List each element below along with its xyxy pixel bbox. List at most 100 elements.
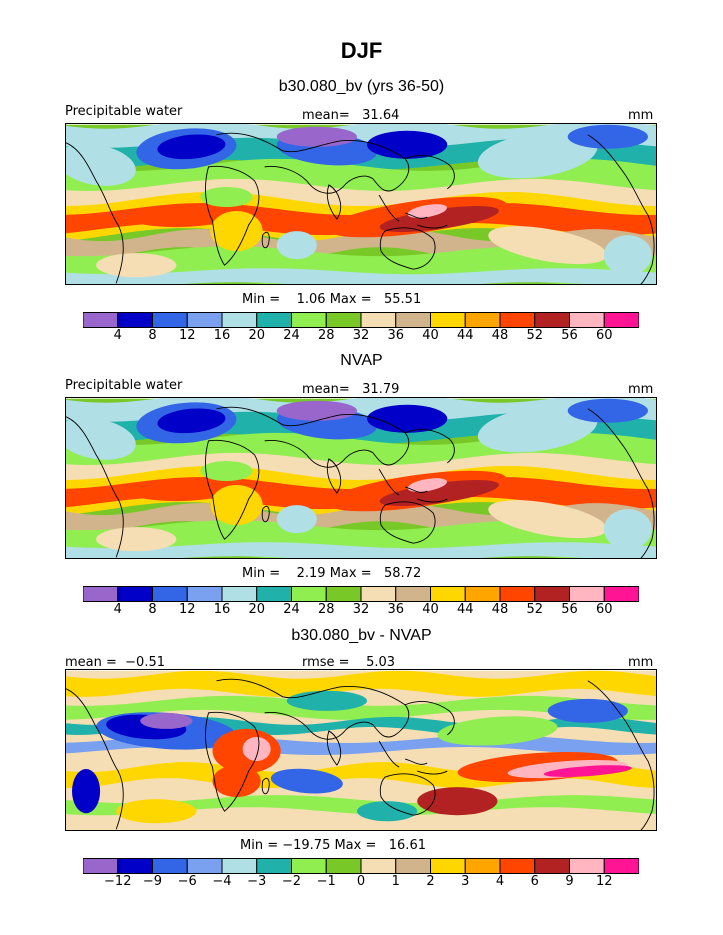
- colorbar-tick-label: 9: [565, 874, 574, 889]
- colorbar-bin-2: [152, 312, 188, 328]
- colorbar-tick-label: 48: [491, 328, 509, 343]
- colorbar-tick-label: 3: [461, 874, 470, 889]
- colorbar-tick-label: 24: [283, 602, 300, 617]
- colorbar-tick-label: 32: [352, 602, 370, 617]
- colorbar-tick-label: −3: [247, 874, 267, 889]
- colorbar-tick-label: 28: [317, 328, 335, 343]
- colorbar-bin-4: [221, 586, 258, 602]
- colorbar-bin-3: [186, 586, 223, 602]
- colorbar-tick-label: 20: [248, 328, 266, 343]
- colorbar-tick-label: 16: [213, 602, 231, 617]
- colorbar-bin-4: [221, 312, 258, 328]
- panel-2-variable-label: Precipitable water: [65, 378, 183, 393]
- colorbar-tick-label: 56: [561, 602, 578, 617]
- colorbar-bin-0: [83, 586, 119, 602]
- panel-3-title: b30.080_bv - NVAP: [291, 627, 432, 644]
- panel-3-colorbar-svg: [83, 858, 639, 874]
- colorbar-bin-8: [360, 858, 397, 874]
- colorbar-tick-label: 48: [491, 602, 509, 617]
- colorbar-bin-10: [430, 858, 466, 874]
- colorbar-bin-1: [117, 858, 153, 874]
- colorbar-bin-9: [395, 312, 431, 328]
- colorbar-bin-12: [499, 586, 536, 602]
- colorbar-bin-8: [360, 312, 397, 328]
- colorbar-bin-1: [117, 586, 153, 602]
- panel-2-title: NVAP: [340, 352, 383, 369]
- panel-3-colorbar-ticks: −12 −9 −6 −4 −3 −2 −1 0 1 2 3 4 6 9 12: [83, 874, 639, 892]
- colorbar-bin-2: [152, 858, 188, 874]
- panel-1-map: [65, 123, 657, 285]
- colorbar-bin-11: [464, 858, 501, 874]
- colorbar-tick-label: 0: [356, 874, 366, 889]
- panel-3-colorbar: [83, 858, 639, 874]
- colorbar-bin-13: [534, 312, 570, 328]
- colorbar-bin-3: [186, 312, 223, 328]
- colorbar-tick-label: −12: [104, 874, 132, 889]
- panel-3-minmax-label: Min = −19.75 Max = 16.61: [240, 838, 426, 853]
- colorbar-bin-8: [360, 586, 397, 602]
- colorbar-bin-9: [395, 858, 431, 874]
- colorbar-tick-label: 44: [456, 328, 474, 343]
- map-field: [66, 124, 656, 284]
- panel-3-map-svg: [66, 670, 656, 830]
- colorbar-bin-6: [291, 858, 327, 874]
- colorbar-bin-7: [325, 586, 362, 602]
- colorbar-bin-15: [603, 586, 639, 602]
- colorbar-tick-label: 16: [213, 328, 231, 343]
- colorbar-tick-label: 60: [595, 602, 613, 617]
- colorbar-tick-label: 36: [387, 602, 405, 617]
- panel-3-map: [65, 669, 657, 831]
- panel-1-colorbar-ticks: 4 8 12 16 20 24 28 32 36 40 44 48 52 56 60: [83, 328, 639, 346]
- panel-2-mean-label: mean= 31.79: [302, 382, 400, 397]
- colorbar-bin-11: [464, 312, 501, 328]
- colorbar-tick-label: 44: [456, 602, 474, 617]
- colorbar-bin-1: [117, 312, 153, 328]
- panel-2-colorbar: [83, 586, 639, 602]
- colorbar-tick-label: 20: [248, 602, 266, 617]
- colorbar-tick-label: 40: [422, 328, 439, 343]
- colorbar-tick-label: 6: [530, 874, 539, 889]
- colorbar-tick-label: 52: [526, 328, 544, 343]
- colorbar-tick-label: −9: [142, 874, 163, 889]
- colorbar-bin-5: [256, 586, 292, 602]
- panel-2-map: [65, 397, 657, 559]
- panel-1-colorbar: [83, 312, 639, 328]
- colorbar-bin-13: [534, 858, 570, 874]
- colorbar-tick-label: 4: [495, 874, 505, 889]
- colorbar-tick-label: −4: [212, 874, 232, 889]
- panel-1-colorbar-svg: [83, 312, 639, 328]
- panel-2-units-label: mm: [628, 382, 654, 397]
- panel-2-colorbar-svg: [83, 586, 639, 602]
- map-field: [66, 398, 656, 558]
- colorbar-tick-label: 8: [148, 602, 157, 617]
- colorbar-tick-label: 4: [113, 328, 122, 343]
- colorbar-tick-label: 60: [595, 328, 613, 343]
- colorbar-tick-label: 56: [561, 328, 578, 343]
- colorbar-tick-label: −2: [281, 874, 302, 889]
- colorbar-bin-6: [291, 312, 327, 328]
- colorbar-bin-14: [569, 312, 605, 328]
- colorbar-bin-7: [325, 312, 362, 328]
- colorbar-tick-label: 24: [283, 328, 300, 343]
- colorbar-tick-label: 12: [595, 874, 613, 889]
- colorbar-tick-label: 28: [317, 602, 335, 617]
- colorbar-tick-label: 2: [426, 874, 435, 889]
- colorbar-bin-7: [325, 858, 362, 874]
- colorbar-bin-14: [569, 586, 605, 602]
- colorbar-bin-0: [83, 858, 119, 874]
- colorbar-bin-15: [603, 858, 639, 874]
- colorbar-bin-4: [221, 858, 258, 874]
- colorbar-tick-label: 1: [391, 874, 400, 889]
- colorbar-bin-5: [256, 312, 292, 328]
- colorbar-bin-12: [499, 858, 536, 874]
- colorbar-bin-11: [464, 586, 501, 602]
- colorbar-tick-label: 4: [113, 602, 122, 617]
- colorbar-bin-6: [291, 586, 327, 602]
- panel-2-minmax-label: Min = 2.19 Max = 58.72: [242, 566, 422, 581]
- panel-1-minmax-label: Min = 1.06 Max = 55.51: [242, 292, 422, 307]
- colorbar-bin-13: [534, 586, 570, 602]
- panel-1-mean-label: mean= 31.64: [302, 108, 400, 123]
- colorbar-bin-2: [152, 586, 188, 602]
- panel-2-colorbar-ticks: 4 8 12 16 20 24 28 32 36 40 44 48 52 56 60: [83, 602, 639, 620]
- colorbar-tick-label: −6: [177, 874, 197, 889]
